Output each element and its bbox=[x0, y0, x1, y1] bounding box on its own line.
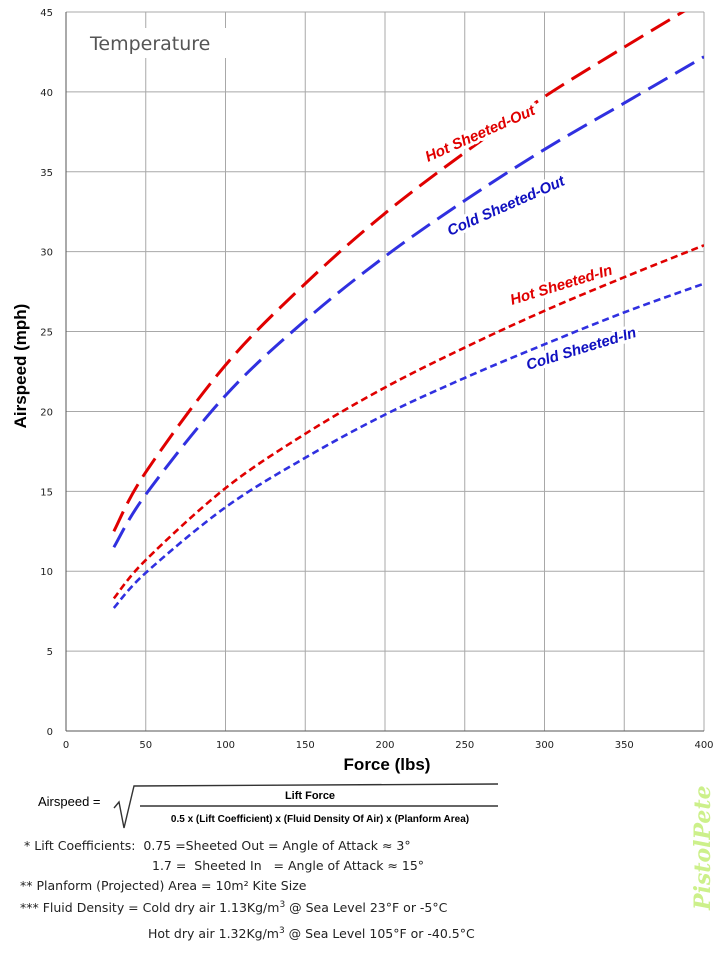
x-tick-label: 150 bbox=[296, 740, 315, 751]
axes: 0 50 100 150 200 250 300 350 400 0 5 10 15 20 25 30 35 40… bbox=[40, 8, 713, 751]
y-tick-label: 0 bbox=[47, 727, 53, 738]
x-tick-label: 50 bbox=[139, 740, 152, 751]
note-lift-coefficients-2: 1.7 = Sheeted In = Angle of Attack ≈ 15° bbox=[152, 858, 425, 873]
note-cold-sup: 3 bbox=[279, 900, 286, 910]
x-tick-label: 100 bbox=[216, 740, 235, 751]
series-layer bbox=[112, 12, 704, 609]
label-hot-sheeted-in: Hot Sheeted-In bbox=[508, 262, 614, 309]
y-tick-label: 35 bbox=[40, 168, 53, 179]
note-cold-b: @ Sea Level 23°F or -5°C bbox=[285, 900, 448, 916]
note-hot-b: @ Sea Level 105°F or -40.5°C bbox=[284, 926, 475, 942]
airspeed-chart: 0 50 100 150 200 250 300 350 400 0 5 10 15 20 25 30 35 40… bbox=[11, 8, 714, 774]
x-tick-label: 0 bbox=[63, 740, 69, 751]
sqrt-sign bbox=[113, 783, 499, 829]
series-line-hot-sheeted-in bbox=[112, 244, 704, 600]
y-tick-label: 25 bbox=[40, 328, 53, 339]
series-line-cold-sheeted-out bbox=[112, 55, 704, 549]
title-backdrop bbox=[82, 28, 228, 58]
x-tick-label: 250 bbox=[455, 740, 474, 751]
note-fluid-density-hot: Hot dry air 1.32Kg/m3 @ Sea Level 105°F … bbox=[148, 926, 475, 941]
label-cold-sheeted-out: Cold Sheeted-Out bbox=[445, 172, 569, 239]
x-tick-label: 400 bbox=[694, 740, 713, 751]
y-tick-label: 30 bbox=[40, 248, 53, 259]
y-tick-label: 15 bbox=[40, 487, 53, 498]
y-tick-label: 20 bbox=[40, 407, 53, 418]
y-tick-label: 5 bbox=[47, 647, 53, 658]
note-cold-a: *** Fluid Density = Cold dry air 1.13Kg/… bbox=[20, 900, 280, 916]
y-tick-label: 40 bbox=[40, 88, 53, 99]
grid bbox=[65, 11, 705, 732]
y-tick-label: 10 bbox=[40, 567, 53, 578]
note-lift-coefficients: * Lift Coefficients: 0.75 =Sheeted Out =… bbox=[24, 838, 411, 853]
y-tick-label: 45 bbox=[40, 8, 53, 19]
formula-denominator: 0.5 x (Lift Coefficient) x (Fluid Densit… bbox=[170, 814, 470, 825]
y-axis-title: Airspeed (mph) bbox=[11, 304, 30, 429]
note-hot-sup: 3 bbox=[278, 926, 285, 936]
signature: PistolPete bbox=[690, 785, 716, 910]
x-tick-label: 300 bbox=[535, 740, 554, 751]
formula-lhs: Airspeed = bbox=[38, 794, 101, 809]
note-planform-area: ** Planform (Projected) Area = 10m² Kite… bbox=[20, 878, 307, 893]
chart-title: Temperature bbox=[89, 33, 210, 55]
x-tick-label: 200 bbox=[375, 740, 394, 751]
x-axis-title: Force (lbs) bbox=[344, 755, 431, 774]
x-tick-label: 350 bbox=[615, 740, 634, 751]
series-line-hot-sheeted-out bbox=[112, 12, 686, 532]
note-fluid-density-cold: *** Fluid Density = Cold dry air 1.13Kg/… bbox=[20, 900, 447, 915]
note-hot-a: Hot dry air 1.32Kg/m bbox=[148, 926, 279, 942]
label-hot-sheeted-out: Hot Sheeted-Out bbox=[423, 102, 539, 166]
series-line-cold-sheeted-in bbox=[112, 282, 704, 609]
formula-numerator: Lift Force bbox=[284, 790, 336, 802]
